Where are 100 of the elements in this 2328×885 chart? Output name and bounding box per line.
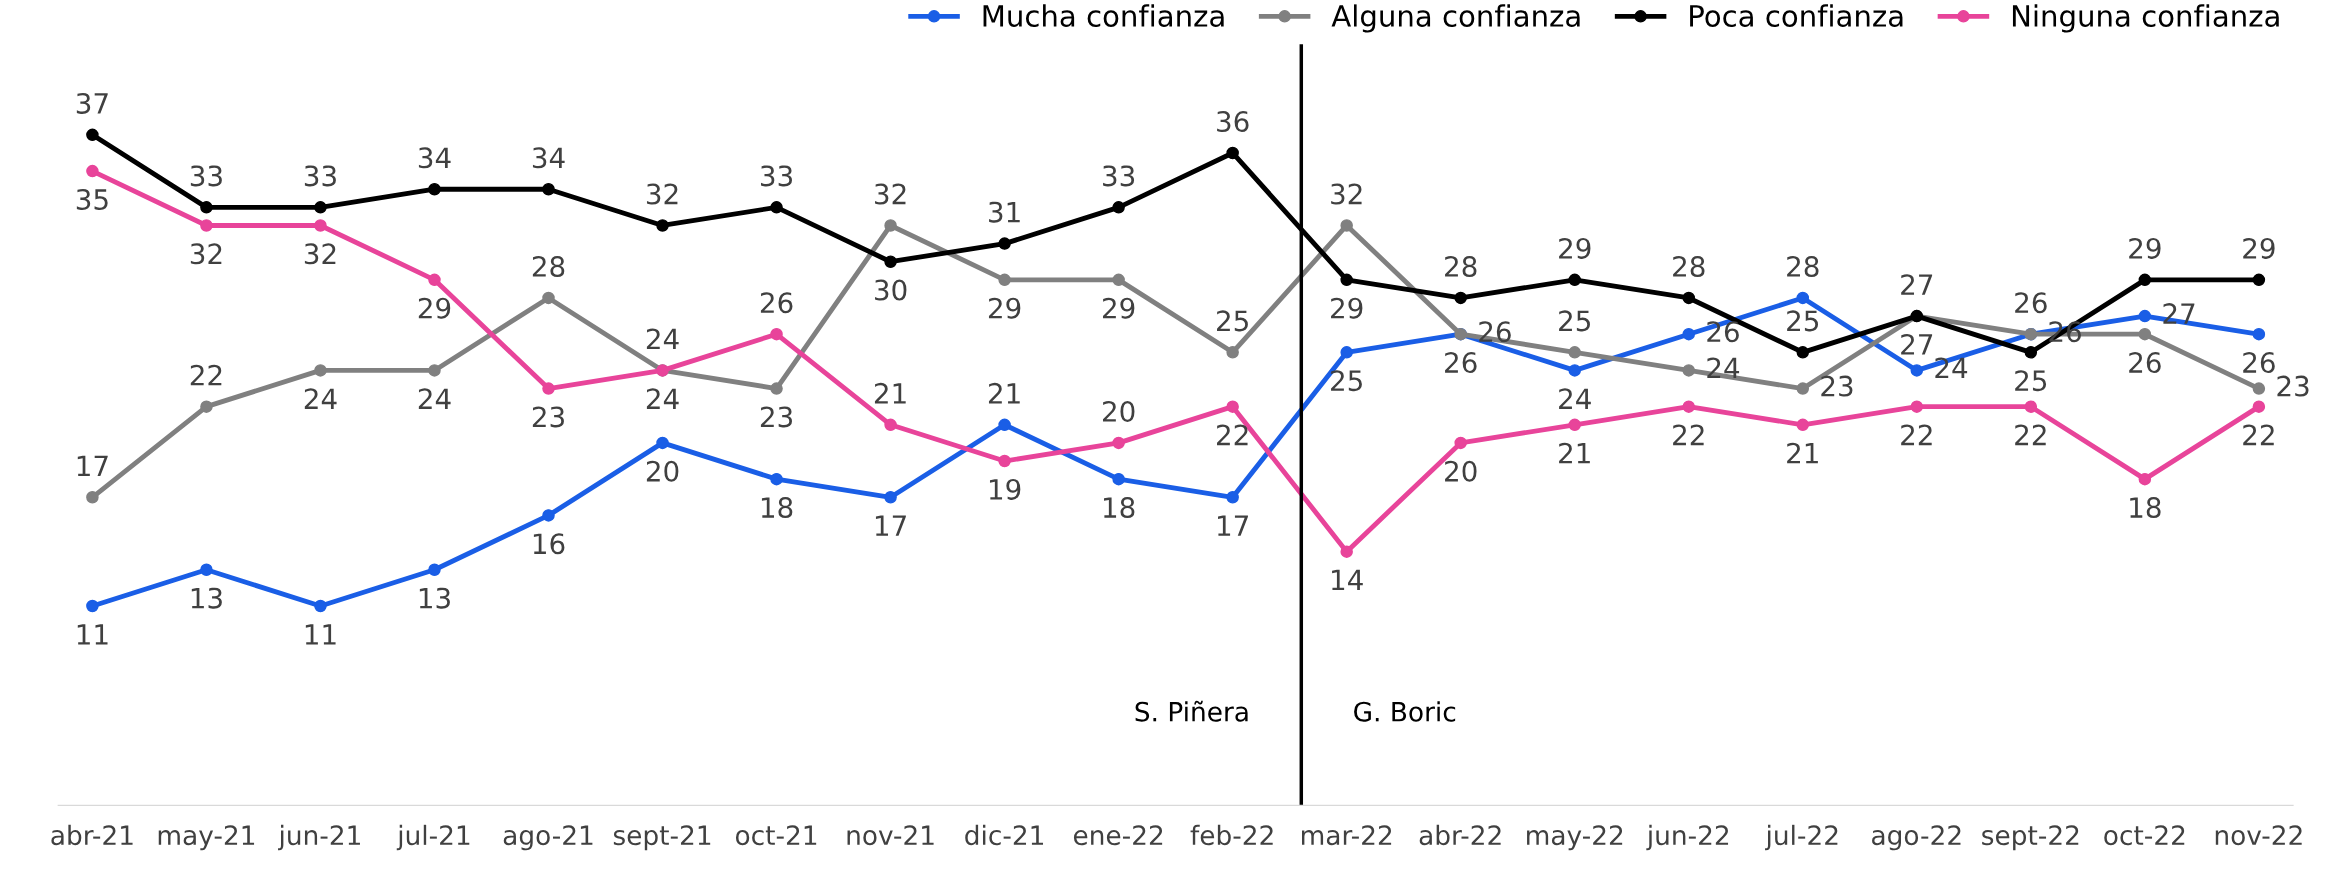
data-label: 18 — [761, 497, 793, 519]
data-label: 26 — [2015, 292, 2047, 314]
data-label: 16 — [533, 533, 565, 555]
x-tick-label: ago-21 — [503, 825, 593, 851]
data-label: 34 — [418, 147, 451, 169]
data-label: 29 — [1559, 237, 1591, 259]
data-label: 26 — [2049, 321, 2081, 343]
x-tick-label: jun-22 — [1646, 824, 1729, 851]
data-label: 26 — [1479, 321, 1511, 343]
data-label: 24 — [1559, 388, 1591, 409]
data-label: 27 — [1901, 274, 1933, 295]
annotation: S. Piñera — [1135, 700, 1248, 722]
data-label: 26 — [2129, 352, 2161, 374]
data-label: 25 — [1331, 370, 1362, 392]
data-label: 28 — [1787, 256, 1819, 278]
data-label: 28 — [1673, 256, 1705, 278]
data-label: 29 — [988, 297, 1021, 319]
data-label: 20 — [1445, 460, 1477, 482]
data-label: 25 — [2015, 370, 2047, 392]
data-label: 11 — [305, 624, 336, 645]
data-label: 26 — [2243, 352, 2275, 374]
x-tick-label: feb-22 — [1190, 824, 1273, 846]
data-label: 18 — [2130, 497, 2161, 519]
x-tick-label: nov-22 — [2215, 825, 2302, 846]
data-label: 22 — [2015, 424, 2046, 446]
data-label: 23 — [760, 406, 792, 428]
data-label: 24 — [304, 388, 337, 409]
data-label: 26 — [760, 292, 793, 314]
data-label: 23 — [1821, 375, 1853, 397]
data-label: 29 — [2243, 237, 2275, 259]
data-label: 22 — [2243, 424, 2274, 446]
data-label: 27 — [2163, 303, 2195, 324]
data-label: 35 — [76, 188, 108, 210]
x-tick-label: oct-22 — [2104, 825, 2185, 846]
x-tick-label: dic-21 — [965, 824, 1044, 846]
x-tick-label: nov-21 — [847, 825, 934, 846]
data-label: 25 — [1787, 310, 1819, 332]
data-label: 29 — [1331, 297, 1363, 319]
data-label: 25 — [1217, 310, 1248, 332]
data-label: 26 — [1445, 352, 1477, 374]
data-label: 24 — [646, 328, 679, 350]
data-label: 26 — [1707, 321, 1739, 343]
data-label: 20 — [1102, 400, 1135, 422]
data-label: 32 — [190, 243, 222, 265]
legend-label: Poca confianza — [1690, 4, 1903, 27]
data-label: 21 — [1787, 442, 1818, 464]
data-label: 13 — [419, 587, 450, 609]
data-label: 30 — [875, 279, 907, 301]
data-label: 24 — [646, 388, 679, 409]
data-label: 31 — [989, 201, 1020, 223]
data-label: 28 — [1445, 256, 1477, 278]
data-label: 18 — [1104, 497, 1135, 519]
data-label: 33 — [304, 165, 336, 187]
data-label: 17 — [875, 515, 906, 536]
x-tick-label: oct-21 — [735, 825, 817, 846]
data-label: 28 — [532, 256, 565, 278]
data-label: 22 — [190, 364, 222, 386]
data-label: 22 — [1901, 424, 1932, 446]
x-tick-label: jul-21 — [396, 824, 470, 851]
data-label: 29 — [2129, 237, 2161, 259]
data-label: 24 — [1707, 357, 1740, 379]
data-label: 32 — [304, 243, 336, 265]
data-label: 14 — [1332, 569, 1363, 591]
data-label: 19 — [989, 478, 1021, 500]
data-label: 34 — [532, 147, 565, 169]
data-label: 20 — [646, 460, 679, 482]
data-label: 29 — [1102, 297, 1135, 319]
x-tick-label: mar-22 — [1302, 825, 1392, 846]
data-label: 13 — [191, 587, 222, 609]
legend-label: Alguna confianza — [1331, 4, 1580, 33]
data-label: 32 — [646, 183, 678, 205]
x-tick-label: ago-22 — [1872, 825, 1961, 851]
data-label: 24 — [1935, 357, 1968, 379]
data-label: 11 — [77, 624, 108, 645]
legend-label: Mucha confianza — [983, 4, 1224, 27]
data-label: 33 — [761, 165, 792, 187]
data-label: 33 — [1103, 165, 1135, 187]
data-label: 36 — [1217, 111, 1249, 133]
data-label: 17 — [77, 455, 108, 476]
data-label: 27 — [1901, 333, 1933, 355]
legend-label: Ninguna confianza — [2012, 4, 2279, 33]
x-tick-label: may-21 — [158, 825, 255, 851]
x-tick-label: may-22 — [1527, 825, 1623, 851]
x-tick-label: jul-22 — [1765, 824, 1838, 851]
data-label: 37 — [76, 92, 108, 114]
data-label: 32 — [1331, 183, 1362, 205]
x-tick-label: ene-22 — [1073, 825, 1163, 846]
data-label: 33 — [190, 165, 222, 187]
data-label: 23 — [2277, 375, 2309, 397]
data-label: 29 — [418, 297, 451, 319]
x-tick-label: abr-21 — [51, 824, 133, 846]
x-tick-label: abr-22 — [1419, 824, 1501, 846]
data-label: 22 — [1217, 424, 1248, 446]
data-label: 22 — [1673, 424, 1704, 446]
x-tick-label: sept-21 — [613, 825, 711, 851]
data-label: 25 — [1559, 310, 1590, 332]
x-tick-label: sept-22 — [1982, 825, 2079, 851]
annotation: G. Boric — [1354, 701, 1456, 722]
data-label: 21 — [988, 382, 1020, 404]
data-label: 21 — [874, 382, 906, 404]
